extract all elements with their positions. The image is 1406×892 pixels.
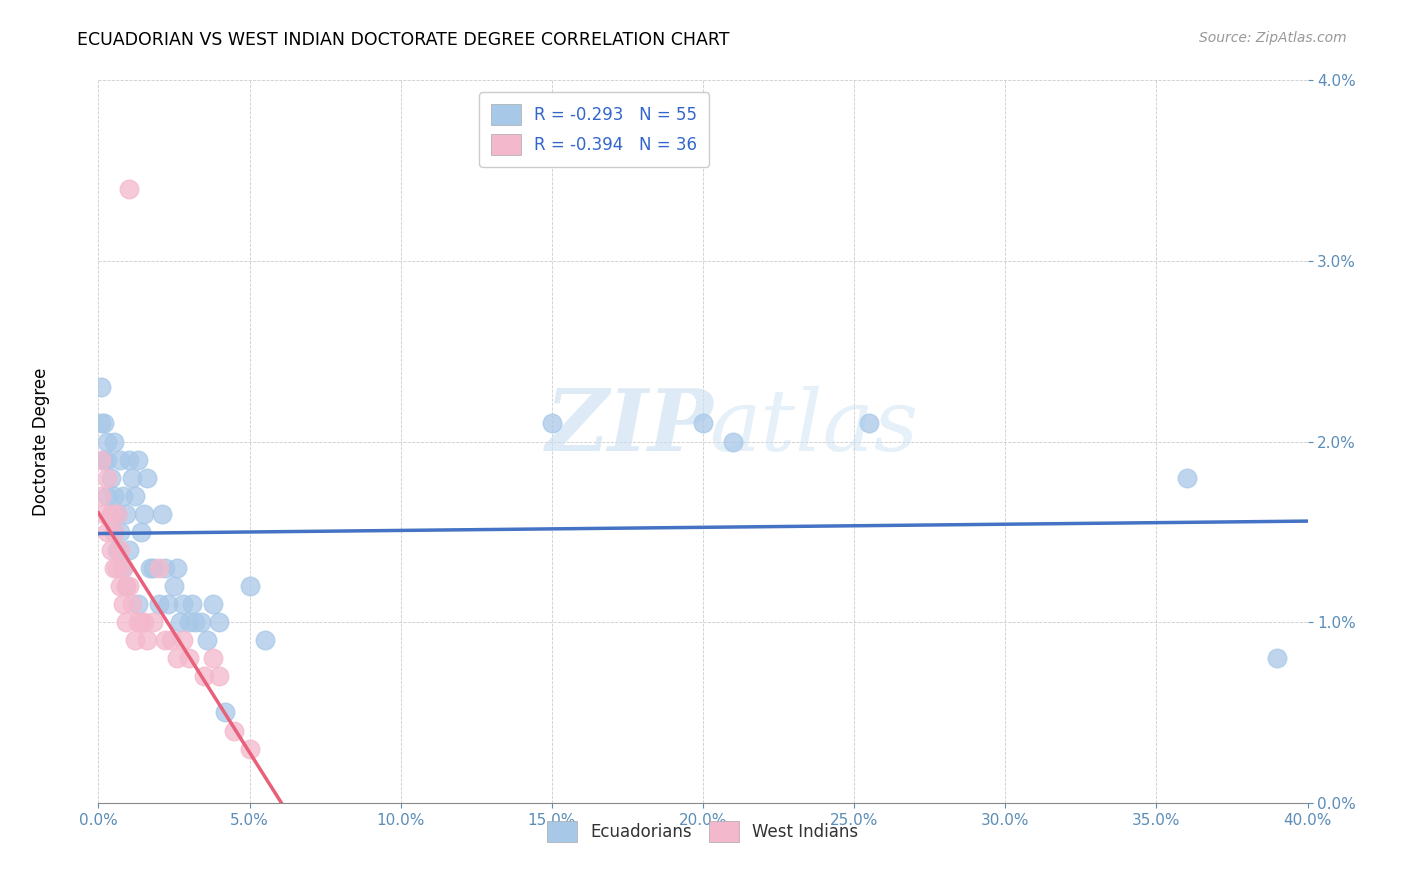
Point <box>127 597 149 611</box>
Point <box>105 507 128 521</box>
Point <box>100 542 122 557</box>
Point <box>103 561 125 575</box>
Point <box>129 615 152 630</box>
Point <box>96 471 118 485</box>
Text: ECUADORIAN VS WEST INDIAN DOCTORATE DEGREE CORRELATION CHART: ECUADORIAN VS WEST INDIAN DOCTORATE DEGR… <box>77 31 730 49</box>
Point <box>139 561 162 575</box>
Point <box>214 706 236 720</box>
Point <box>100 507 122 521</box>
Point <box>96 434 118 449</box>
Point <box>142 615 165 630</box>
Point <box>253 633 276 648</box>
Point <box>103 489 125 503</box>
Point <box>166 561 188 575</box>
Point <box>108 452 131 467</box>
Point <box>179 651 201 665</box>
Point <box>105 542 128 557</box>
Point <box>90 380 112 394</box>
Point <box>111 561 134 575</box>
Point <box>96 524 118 539</box>
Point <box>1267 651 1289 665</box>
Point <box>105 561 128 575</box>
Point <box>93 452 115 467</box>
Point <box>239 741 262 756</box>
Point <box>121 597 143 611</box>
Point <box>193 669 215 683</box>
Point <box>114 507 136 521</box>
Point <box>540 417 562 431</box>
Point <box>118 181 141 195</box>
Point <box>169 615 191 630</box>
Point <box>202 651 225 665</box>
Point <box>179 615 201 630</box>
Point <box>90 489 112 503</box>
Point <box>103 434 125 449</box>
Point <box>103 524 125 539</box>
Point <box>142 561 165 575</box>
Point <box>202 597 225 611</box>
Point <box>150 507 173 521</box>
Point <box>111 597 134 611</box>
Point <box>111 561 134 575</box>
Point <box>121 471 143 485</box>
Point <box>118 542 141 557</box>
Point <box>127 452 149 467</box>
Point <box>148 597 170 611</box>
Point <box>153 561 176 575</box>
Point <box>114 579 136 593</box>
Point <box>153 633 176 648</box>
Point <box>124 633 146 648</box>
Point <box>166 651 188 665</box>
Point <box>208 615 231 630</box>
Point <box>124 489 146 503</box>
Point <box>132 615 155 630</box>
Point <box>127 615 149 630</box>
Point <box>224 723 246 738</box>
Point <box>692 417 714 431</box>
Point <box>100 471 122 485</box>
Point <box>108 579 131 593</box>
Point <box>103 524 125 539</box>
Point <box>172 597 194 611</box>
Point <box>1175 471 1198 485</box>
Point <box>96 489 118 503</box>
Text: ZIP: ZIP <box>546 385 714 469</box>
Point <box>172 633 194 648</box>
Point <box>239 579 262 593</box>
Point <box>118 452 141 467</box>
Point <box>190 615 212 630</box>
Point <box>181 597 204 611</box>
Point <box>108 542 131 557</box>
Point <box>93 417 115 431</box>
Point <box>184 615 207 630</box>
Y-axis label: Doctorate Degree: Doctorate Degree <box>32 368 49 516</box>
Point <box>118 579 141 593</box>
Point <box>132 507 155 521</box>
Text: atlas: atlas <box>709 385 918 468</box>
Point <box>208 669 231 683</box>
Point <box>163 579 186 593</box>
Point <box>135 633 157 648</box>
Point <box>148 561 170 575</box>
Point <box>195 633 218 648</box>
Point <box>156 597 179 611</box>
Point <box>160 633 183 648</box>
Point <box>96 452 118 467</box>
Point <box>129 524 152 539</box>
Point <box>100 507 122 521</box>
Point <box>111 489 134 503</box>
Legend: Ecuadorians, West Indians: Ecuadorians, West Indians <box>541 814 865 848</box>
Point <box>90 417 112 431</box>
Point <box>108 524 131 539</box>
Point <box>858 417 880 431</box>
Point <box>135 471 157 485</box>
Text: Source: ZipAtlas.com: Source: ZipAtlas.com <box>1199 31 1347 45</box>
Point <box>93 507 115 521</box>
Point <box>723 434 745 449</box>
Point <box>114 579 136 593</box>
Point <box>105 507 128 521</box>
Point <box>114 615 136 630</box>
Point <box>90 452 112 467</box>
